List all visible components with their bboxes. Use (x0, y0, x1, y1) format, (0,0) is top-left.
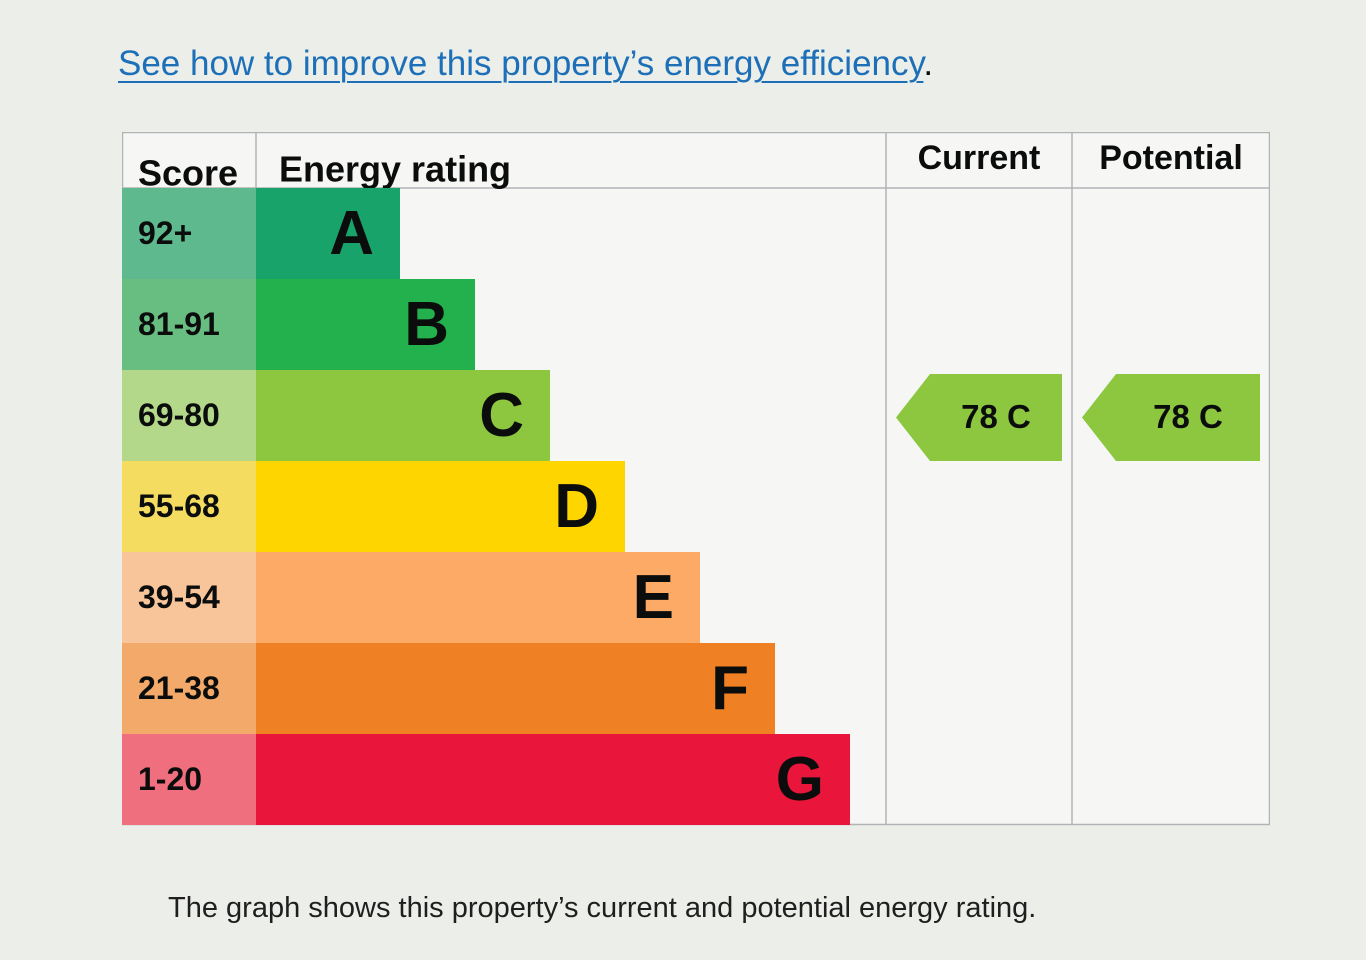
rating-bar-d (256, 461, 625, 552)
current-rating-label: 78 C (961, 398, 1031, 435)
improve-suffix: . (923, 44, 934, 83)
score-cell-d (122, 461, 256, 552)
score-range-f: 21-38 (138, 670, 220, 706)
score-column-header: Score (138, 153, 238, 194)
current-column-header: Current (918, 139, 1041, 177)
chart-caption: The graph shows this property’s current … (168, 892, 1037, 924)
potential-column-header: Potential (1099, 139, 1243, 177)
score-cell-c (122, 370, 256, 461)
rating-bar-b (256, 279, 475, 370)
rating-bar-f (256, 643, 775, 734)
rating-letter-d: D (554, 472, 599, 541)
score-cell-g (122, 734, 256, 825)
rating-letter-c: C (479, 381, 524, 450)
rating-letter-b: B (404, 290, 449, 359)
score-cell-a (122, 188, 256, 279)
potential-rating-arrow (1082, 374, 1260, 461)
rating-bar-g (256, 734, 850, 825)
score-range-d: 55-68 (138, 488, 220, 524)
improve-line: See how to improve this property’s energ… (118, 42, 933, 86)
score-range-g: 1-20 (138, 761, 202, 797)
score-cell-f (122, 643, 256, 734)
potential-rating-label: 78 C (1153, 398, 1223, 435)
score-range-e: 39-54 (138, 579, 220, 615)
score-range-b: 81-91 (138, 306, 220, 342)
rating-bar-e (256, 552, 700, 643)
epc-chart: Score Energy rating Current Potential 92+ A 81… (122, 132, 1270, 826)
score-range-c: 69-80 (138, 397, 220, 433)
score-range-a: 92+ (138, 215, 192, 251)
score-cell-b (122, 279, 256, 370)
rating-letter-e: E (633, 563, 674, 632)
score-cell-e (122, 552, 256, 643)
rating-letter-g: G (776, 745, 824, 814)
improve-efficiency-link[interactable]: See how to improve this property’s energ… (118, 44, 924, 83)
rating-letter-a: A (329, 199, 374, 268)
rating-letter-f: F (711, 654, 749, 723)
rating-column-header: Energy rating (279, 149, 511, 190)
rating-bar-c (256, 370, 550, 461)
current-rating-arrow (896, 374, 1062, 461)
rating-bar-a (256, 188, 400, 279)
